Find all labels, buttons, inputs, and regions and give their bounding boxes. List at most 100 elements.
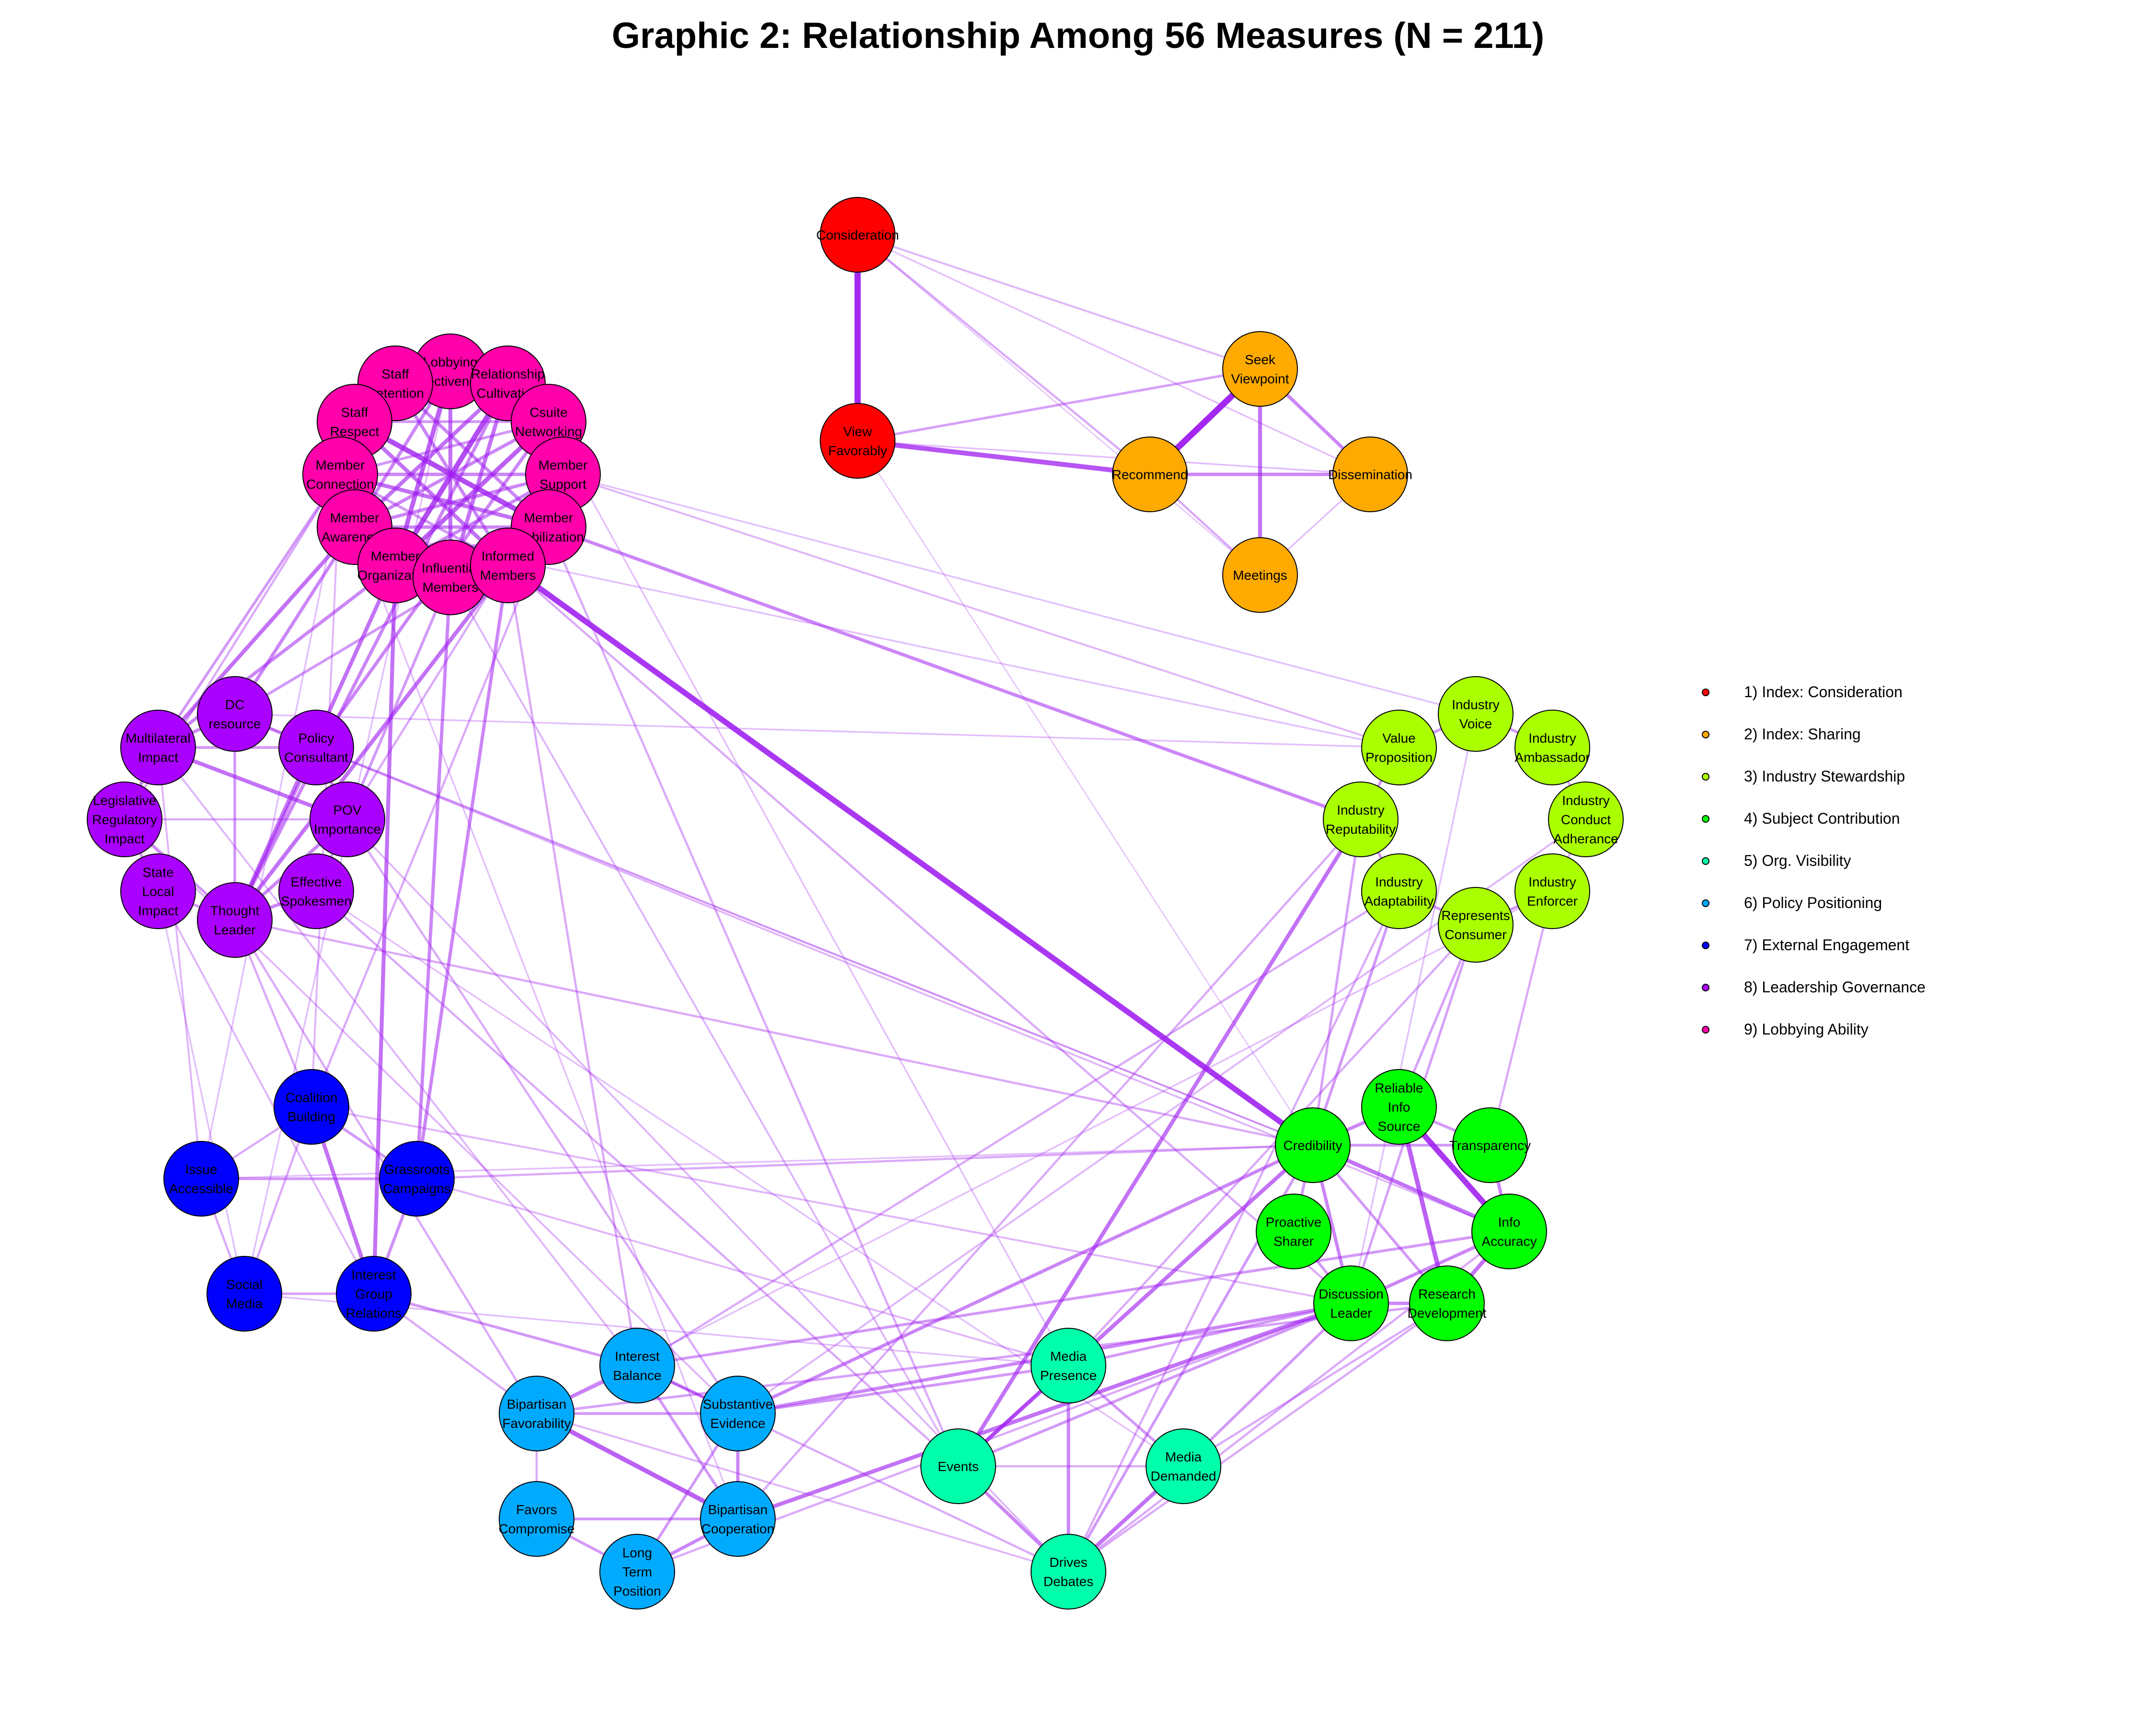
node-label-line: Spokesmen: [281, 894, 352, 908]
node-label: Media Presence: [1040, 1349, 1097, 1383]
node-label-line: Leader: [1330, 1306, 1372, 1321]
node-bipartisan-cooperation: Bipartisan Cooperation: [700, 1481, 776, 1557]
edge-member-mobilization-events: [547, 526, 960, 1468]
legend-item: 6) Policy Positioning: [1702, 894, 1882, 911]
node-label-line: Members: [480, 568, 536, 583]
edge-policy-consultant-credibility: [315, 747, 1314, 1146]
legend-item: 2) Index: Sharing: [1702, 725, 1861, 743]
node-bipartisan-favorability: Bipartisan Favorability: [499, 1376, 574, 1451]
edge-credibility-industry-adaptability: [1311, 890, 1400, 1147]
node-industry-conduct: Industry Conduct Adherance: [1548, 782, 1624, 857]
node-circle: [1361, 1069, 1437, 1145]
legend-item: 4) Subject Contribution: [1702, 810, 1900, 827]
edge-represents-consumer-media-presence: [1067, 923, 1477, 1367]
node-label-line: Enforcer: [1527, 894, 1578, 908]
node-legislative-regulatory: Legislative Regulatory Impact: [87, 782, 162, 857]
node-label-line: Industry: [1528, 731, 1576, 746]
node-circle: [1548, 782, 1624, 857]
node-circle: [197, 676, 273, 752]
node-industry-voice: Industry Voice: [1438, 676, 1514, 752]
node-label-line: Position: [613, 1584, 661, 1598]
node-label-line: Connection: [306, 477, 374, 492]
node-label-line: Grassroots: [384, 1162, 450, 1177]
node-circle: [379, 1141, 455, 1217]
edge-csuite-networking-media-presence: [548, 421, 1069, 1367]
node-label-line: Interest: [351, 1267, 396, 1282]
node-circle: [120, 853, 196, 929]
edge-informed-members-grassroots-campaigns: [415, 564, 510, 1181]
node-industry-enforcer: Industry Enforcer: [1514, 853, 1590, 929]
node-label-line: Compromise: [499, 1521, 575, 1536]
node-label: Transparency: [1449, 1138, 1531, 1153]
edge-substantive-evidence-media-presence: [736, 1364, 1070, 1415]
edge-grassroots-campaigns-media-presence: [416, 1178, 1069, 1367]
node-label-line: Adaptability: [1365, 894, 1434, 908]
node-label: Favors Compromise: [499, 1502, 575, 1536]
node-label-line: Debates: [1044, 1574, 1093, 1589]
node-label-line: Industry: [1375, 874, 1423, 889]
node-label-line: Multilateral: [126, 731, 190, 746]
node-label-line: Demanded: [1151, 1469, 1216, 1484]
node-label-line: Value: [1382, 731, 1416, 746]
node-label: Industry Ambassador: [1514, 731, 1590, 765]
edge-state-local-interest-group-relations: [157, 890, 375, 1295]
node-circle: [499, 1376, 574, 1451]
node-label-line: Ambassador: [1514, 750, 1590, 765]
edge-member-mobilization-coalition-building: [310, 526, 550, 1108]
node-circle: [1031, 1328, 1106, 1403]
node-label-line: Members: [423, 580, 479, 595]
node-label-line: Accuracy: [1481, 1234, 1537, 1249]
node-industry-reputability: Industry Reputability: [1323, 782, 1399, 857]
legend-item: 5) Org. Visibility: [1702, 852, 1851, 869]
node-label-line: POV: [333, 803, 361, 817]
node-circle: [1323, 782, 1399, 857]
node-label: Value Proposition: [1365, 731, 1433, 765]
node-label: POV Importance: [314, 803, 381, 837]
node-label: Proactive Sharer: [1266, 1215, 1322, 1249]
legend-swatch: [1702, 815, 1709, 823]
edge-state-local-social-media: [157, 890, 245, 1295]
node-label-line: Sharer: [1273, 1234, 1314, 1249]
edge-coalition-building-discussion-leader: [310, 1106, 1352, 1304]
node-circle: [336, 1256, 412, 1332]
node-label-line: Importance: [314, 822, 381, 837]
node-label-line: Impact: [138, 750, 178, 765]
edge-media-demanded-research-development: [1182, 1302, 1448, 1468]
node-circle: [1222, 537, 1298, 613]
node-label-line: Local: [142, 884, 174, 899]
node-label: Credibility: [1284, 1138, 1342, 1153]
node-long-term-position: Long Term Position: [599, 1534, 675, 1610]
node-label-line: Leader: [214, 922, 255, 937]
edge-consideration-meetings: [857, 234, 1261, 576]
node-label-line: Support: [539, 477, 586, 492]
node-label: Meetings: [1233, 568, 1287, 583]
node-label-line: Seek: [1245, 352, 1276, 367]
node-label-line: Relations: [346, 1306, 402, 1321]
node-label-line: Policy: [298, 731, 334, 746]
node-circle: [278, 853, 354, 929]
node-label-line: Legislative: [93, 793, 156, 808]
node-label-line: Relationship: [471, 367, 545, 381]
edge-relationship-cultivation-thought-leader: [233, 381, 510, 922]
node-circle: [700, 1376, 776, 1451]
node-media-demanded: Media Demanded: [1146, 1428, 1221, 1504]
legend-label: 6) Policy Positioning: [1744, 894, 1882, 911]
node-label-line: Presence: [1040, 1368, 1097, 1383]
legend: 1) Index: Consideration 2) Index: Sharing…: [1702, 683, 1926, 1038]
edge-member-support-value-proposition: [562, 473, 1400, 748]
node-label-line: Accessible: [169, 1181, 233, 1196]
node-label-line: Events: [938, 1459, 979, 1474]
node-coalition-building: Coalition Building: [274, 1069, 349, 1145]
node-label-line: resource: [209, 716, 261, 731]
node-label: Issue Accessible: [169, 1162, 233, 1196]
node-favors-compromise: Favors Compromise: [499, 1481, 575, 1557]
node-label-line: Dissemination: [1328, 467, 1412, 482]
node-substantive-evidence: Substantive Evidence: [700, 1376, 776, 1451]
edge-multilateral-impact-interest-balance: [157, 747, 638, 1367]
node-label: Interest Group Relations: [346, 1267, 402, 1321]
node-label-line: Favorably: [828, 443, 887, 458]
legend-item: 1) Index: Consideration: [1702, 683, 1903, 701]
node-label-line: DC: [225, 697, 244, 712]
node-circle: [1471, 1194, 1547, 1269]
node-events: Events: [920, 1428, 996, 1504]
